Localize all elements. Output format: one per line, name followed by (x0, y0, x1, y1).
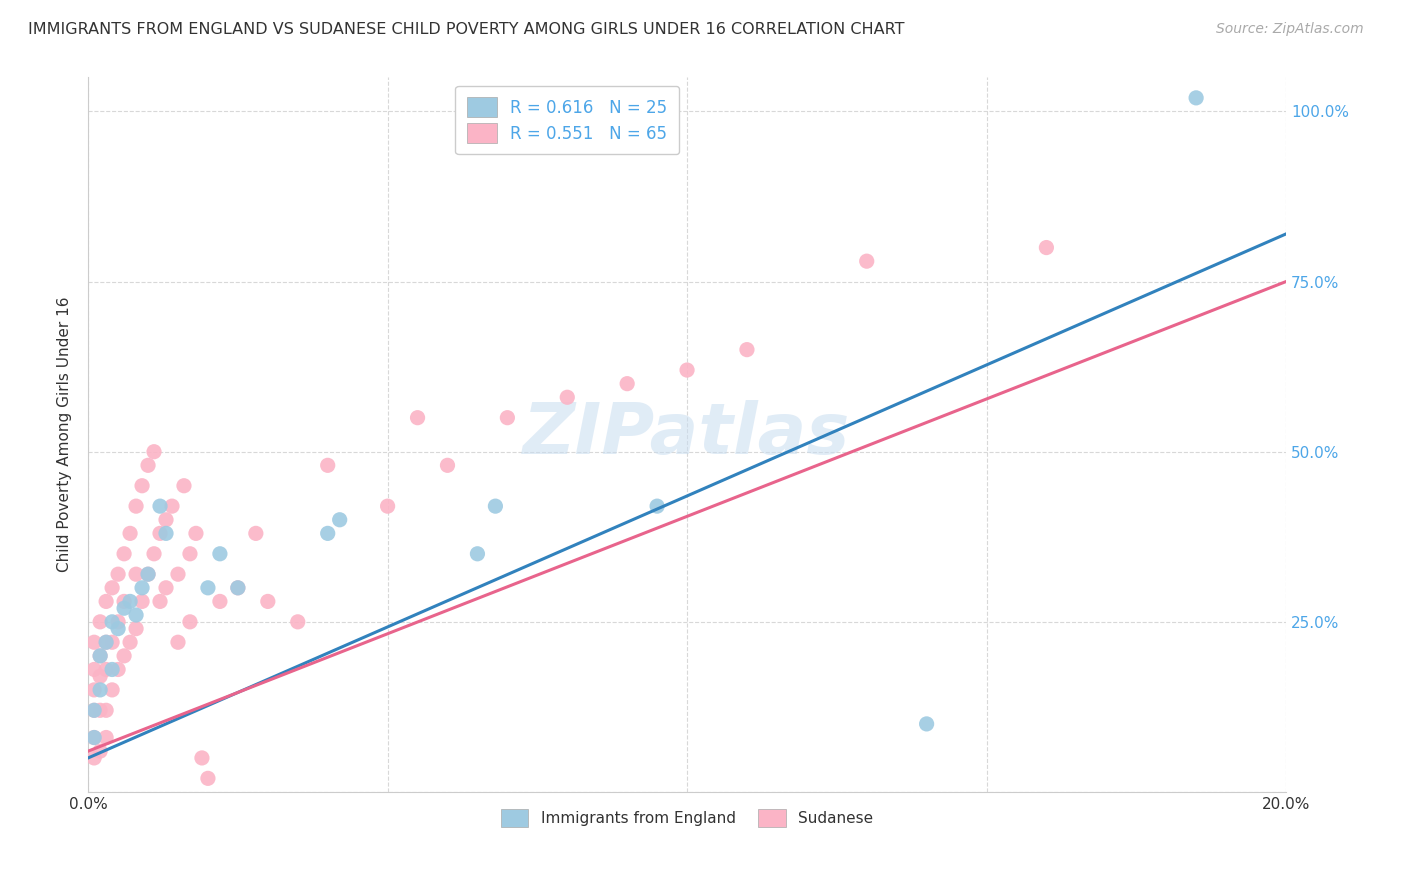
Point (179, 615, 201, 629)
Point (406, 410, 429, 425)
Point (89, 648, 111, 663)
Point (107, 622, 129, 636)
Point (112, 547, 135, 561)
Point (197, 772, 219, 786)
Point (89, 703, 111, 717)
Point (89, 682, 111, 697)
Point (316, 458, 339, 473)
Point (167, 635, 190, 649)
Text: IMMIGRANTS FROM ENGLAND VS SUDANESE CHILD POVERTY AMONG GIRLS UNDER 16 CORRELATI: IMMIGRANTS FROM ENGLAND VS SUDANESE CHIL… (28, 22, 904, 37)
Point (184, 526, 207, 541)
Point (226, 581, 249, 595)
Y-axis label: Child Poverty Among Girls Under 16: Child Poverty Among Girls Under 16 (58, 297, 72, 573)
Point (136, 567, 159, 582)
Text: Source: ZipAtlas.com: Source: ZipAtlas.com (1216, 22, 1364, 37)
Point (112, 601, 135, 615)
Text: ZIPatlas: ZIPatlas (523, 401, 851, 469)
Point (155, 513, 177, 527)
Point (191, 751, 214, 765)
Point (208, 547, 231, 561)
Point (83, 731, 105, 745)
Point (256, 594, 278, 608)
Point (89, 648, 111, 663)
Point (89, 744, 111, 758)
Point (676, 363, 699, 377)
Point (125, 622, 148, 636)
Point (436, 458, 458, 473)
Point (120, 635, 142, 649)
Point (245, 526, 267, 541)
Point (149, 594, 172, 608)
Point (208, 594, 231, 608)
Point (316, 526, 339, 541)
Point (89, 669, 111, 683)
Point (83, 751, 105, 765)
Point (131, 581, 153, 595)
Point (136, 458, 159, 473)
Point (173, 479, 195, 493)
Point (915, 717, 938, 731)
Point (645, 499, 668, 513)
Legend: Immigrants from England, Sudanese: Immigrants from England, Sudanese (494, 801, 882, 834)
Point (131, 594, 153, 608)
Point (112, 594, 135, 608)
Point (83, 731, 105, 745)
Point (616, 376, 638, 391)
Point (484, 499, 506, 513)
Point (1035, 241, 1057, 255)
Point (101, 635, 124, 649)
Point (89, 615, 111, 629)
Point (101, 615, 124, 629)
Point (112, 648, 135, 663)
Point (101, 663, 124, 677)
Point (160, 499, 183, 513)
Point (197, 581, 219, 595)
Point (329, 513, 352, 527)
Point (179, 547, 201, 561)
Point (149, 526, 172, 541)
Point (107, 615, 129, 629)
Point (120, 594, 142, 608)
Point (101, 682, 124, 697)
Point (83, 682, 105, 697)
Point (83, 703, 105, 717)
Point (107, 567, 129, 582)
Point (94, 703, 117, 717)
Point (1185, 91, 1208, 105)
Point (83, 703, 105, 717)
Point (496, 410, 519, 425)
Point (83, 663, 105, 677)
Point (94, 663, 117, 677)
Point (107, 663, 129, 677)
Point (94, 635, 117, 649)
Point (120, 526, 142, 541)
Point (136, 567, 159, 582)
Point (125, 607, 148, 622)
Point (377, 499, 399, 513)
Point (226, 581, 249, 595)
Point (287, 615, 309, 629)
Point (83, 635, 105, 649)
Point (735, 343, 758, 357)
Point (155, 581, 177, 595)
Point (855, 254, 877, 268)
Point (555, 390, 578, 404)
Point (94, 635, 117, 649)
Point (143, 547, 166, 561)
Point (467, 547, 489, 561)
Point (143, 444, 166, 458)
Point (155, 526, 177, 541)
Point (131, 479, 153, 493)
Point (125, 567, 148, 582)
Point (167, 567, 190, 582)
Point (125, 499, 148, 513)
Point (94, 594, 117, 608)
Point (94, 731, 117, 745)
Point (149, 499, 172, 513)
Point (101, 581, 124, 595)
